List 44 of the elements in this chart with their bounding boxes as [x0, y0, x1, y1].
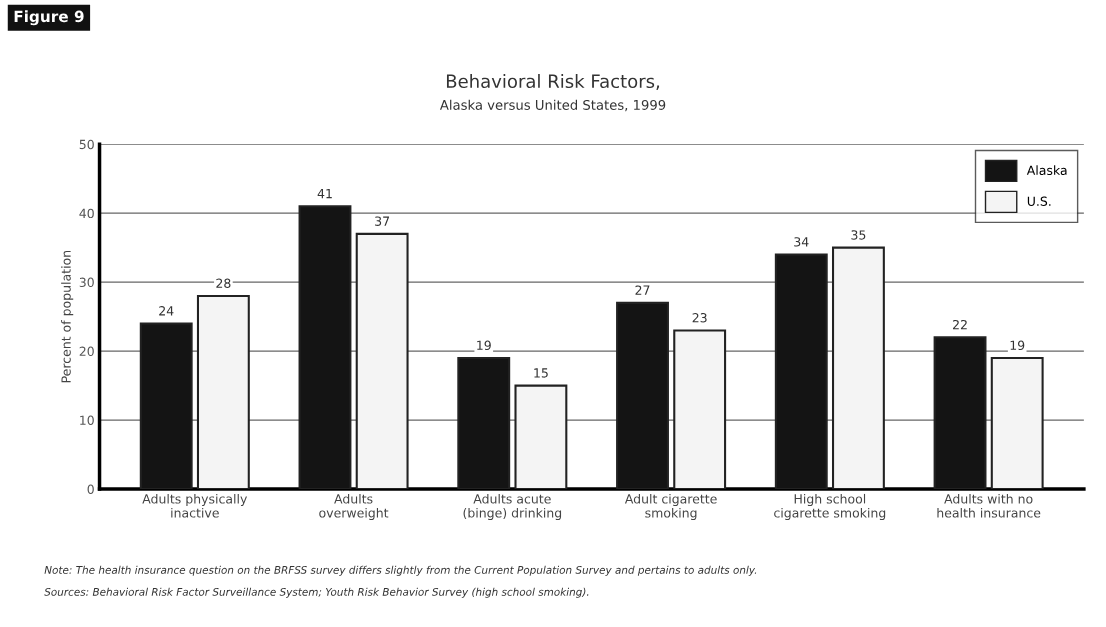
x-tick-label: Adults overweight [319, 493, 389, 521]
caption: Figure 9 [14, 10, 84, 26]
y-tick-label: 40 [79, 208, 94, 219]
data-label: 24 [159, 306, 174, 316]
legend-label: U.S. [1027, 196, 1051, 206]
x-tick-label: Adult cigarette smoking [624, 493, 717, 521]
legend-label: Alaska [1026, 165, 1067, 176]
data-label: 35 [851, 230, 866, 240]
bar [298, 205, 352, 490]
x-tick-label: High school cigarette smoking [774, 493, 886, 521]
data-label: 41 [317, 189, 332, 199]
y-tick-label: 30 [79, 277, 94, 288]
data-label: 19 [477, 340, 491, 351]
y-tick-label: 0 [87, 484, 94, 494]
x-tick-label: Adults acute (binge) drinking [463, 493, 562, 521]
bar [514, 384, 568, 490]
bar [196, 294, 250, 490]
bar [673, 329, 727, 490]
bar [355, 232, 409, 490]
data-label: 37 [375, 216, 390, 226]
data-label: 34 [794, 237, 809, 247]
text: Note: The health insurance question on the BRFSS survey differs slightly from the Current Population Survey and pertains to adults only. [44, 565, 757, 576]
bar [933, 336, 987, 490]
bar [139, 322, 193, 490]
y-axis-title: Percent of population [61, 250, 74, 383]
y-tick-label: 20 [79, 346, 94, 357]
data-label: 28 [216, 278, 231, 288]
data-label: 15 [534, 368, 548, 378]
bar [616, 301, 669, 490]
x-tick-label: Adults with no health insurance [937, 493, 1041, 518]
bar [831, 246, 885, 490]
chart-subtitle: Alaska versus United States, 1999 [439, 99, 666, 112]
bar [774, 253, 828, 490]
x-tick-label: Adults physically inactive [142, 493, 248, 518]
y-tick-label: 50 [79, 139, 94, 150]
data-label: 22 [953, 319, 967, 330]
data-label: 23 [692, 313, 707, 323]
bar [457, 356, 511, 490]
y-tick-label: 10 [80, 415, 94, 426]
data-label: 19 [1010, 340, 1025, 351]
data-label: 27 [635, 285, 650, 295]
chart-title: Behavioral Risk Factors, [446, 74, 660, 90]
bar [990, 356, 1044, 490]
source-note: Sources: Behavioral Risk Factor Surveillance System; Youth Risk Behavior Survey (high school smoking). [44, 587, 589, 598]
